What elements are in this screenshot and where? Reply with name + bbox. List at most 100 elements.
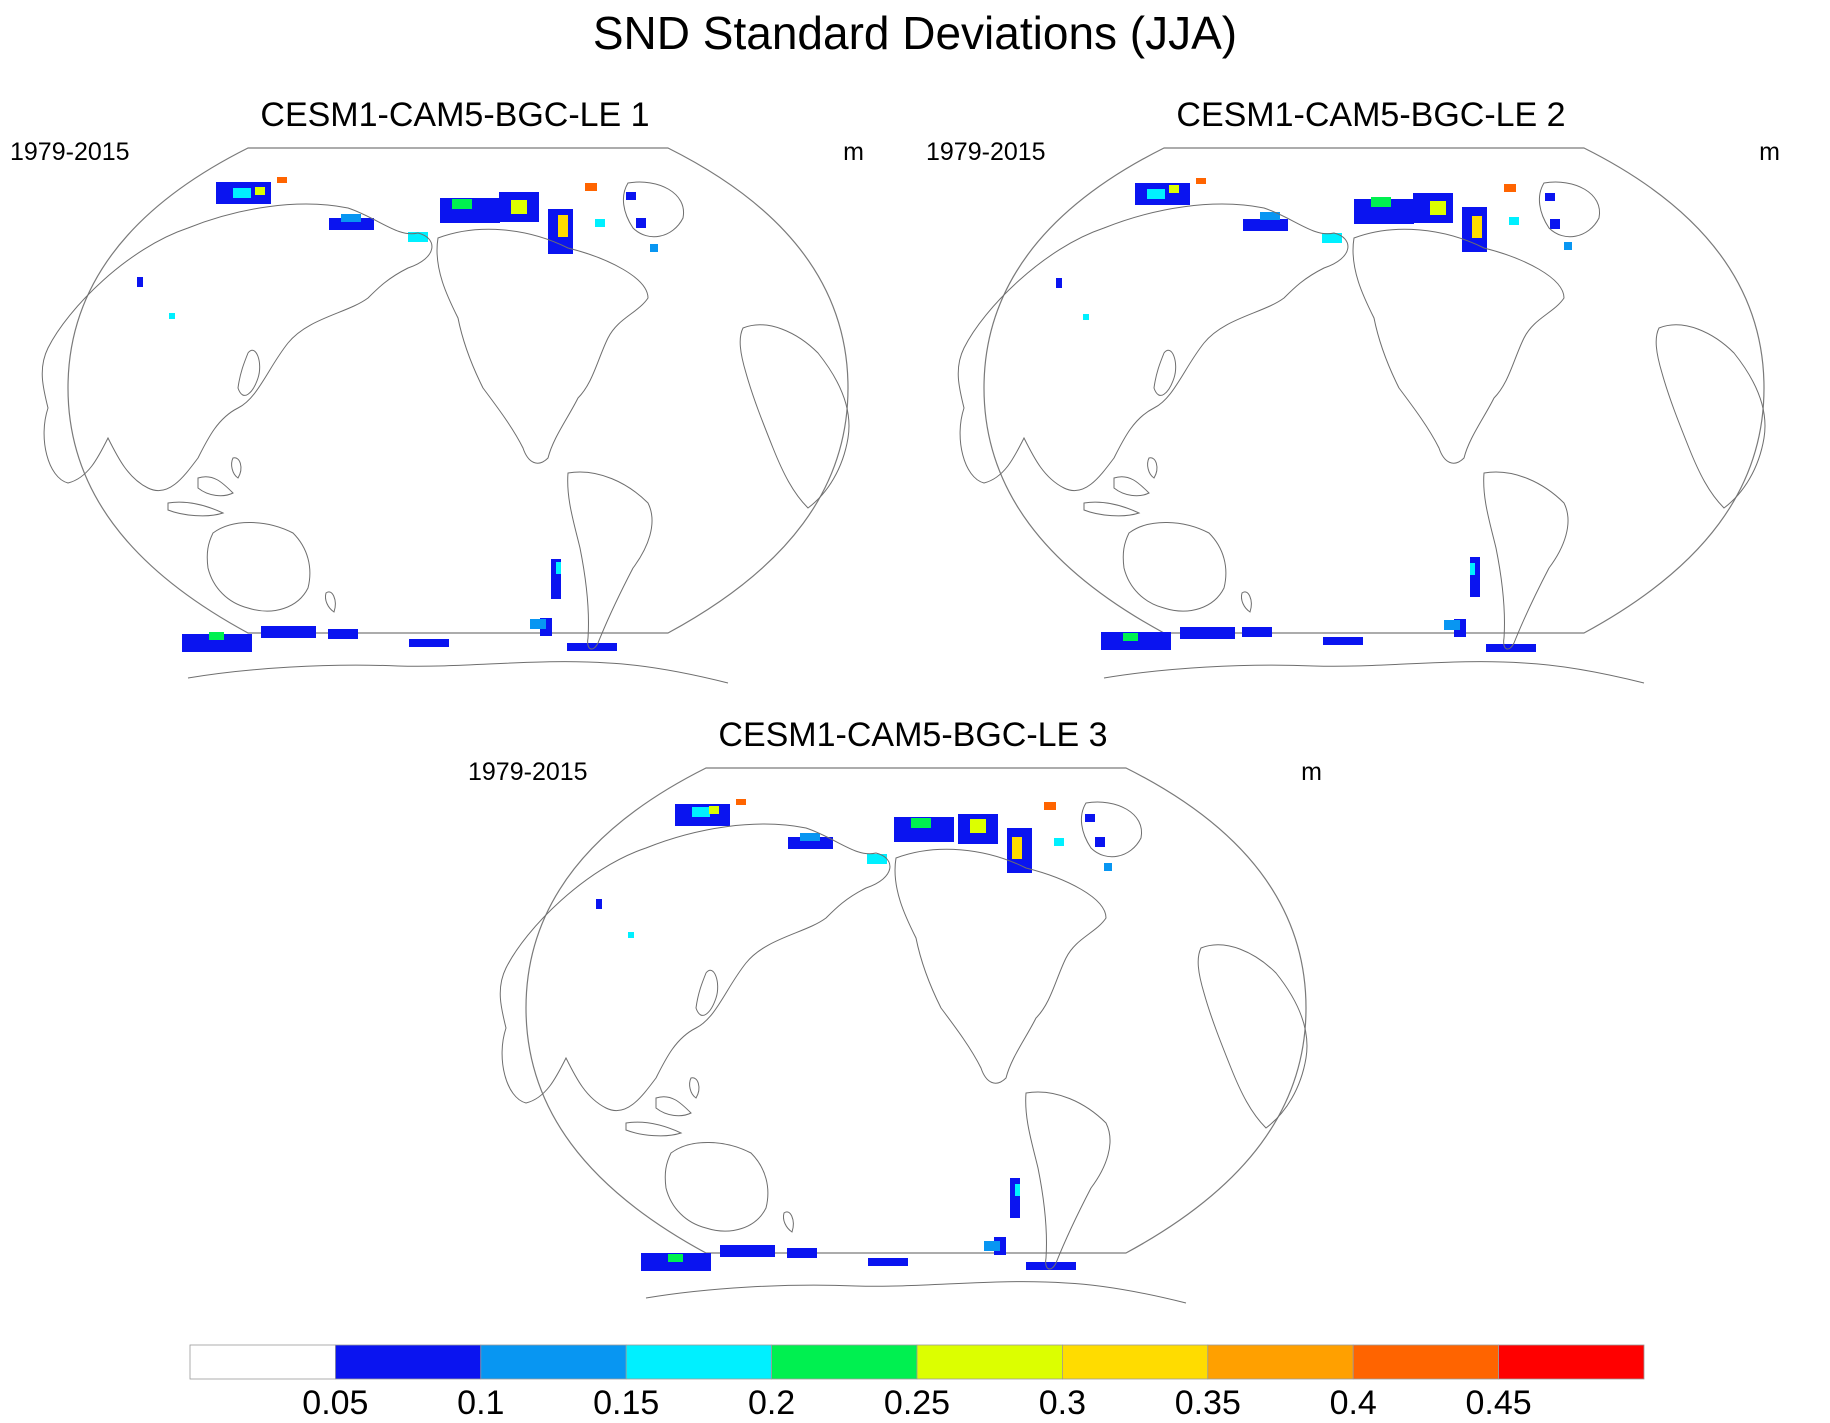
colorbar-tick-label: 0.1 <box>457 1384 504 1422</box>
snow-std-cell <box>1196 178 1206 184</box>
snow-std-cell <box>1545 193 1555 201</box>
coastline <box>325 591 336 613</box>
coastline <box>1538 181 1600 238</box>
panel-title: CESM1-CAM5-BGC-LE 1 <box>260 96 650 134</box>
snow-std-cell <box>1054 838 1064 846</box>
period-label: 1979-2015 <box>926 138 1046 166</box>
colorbar-box <box>1352 1344 1499 1380</box>
colorbar-box <box>771 1344 918 1380</box>
snow-std-cell <box>1243 219 1288 231</box>
snow-std-cell <box>1242 627 1272 637</box>
coastline <box>499 823 891 1112</box>
coastline <box>645 1281 1187 1304</box>
panel-title: CESM1-CAM5-BGC-LE 2 <box>1176 96 1566 134</box>
snow-std-cell <box>1472 216 1482 238</box>
snow-std-cell <box>1470 557 1480 597</box>
colorbar-box <box>189 1344 336 1380</box>
snow-std-cell <box>1085 814 1095 822</box>
snow-std-cell <box>408 232 428 242</box>
coastline <box>689 1077 700 1099</box>
coastline <box>567 471 653 650</box>
snow-std-cell <box>868 1258 908 1266</box>
coastline <box>237 350 261 396</box>
snow-std-cell <box>329 218 374 230</box>
coastline <box>783 1211 794 1233</box>
snow-std-cell <box>182 634 252 652</box>
snow-std-cell <box>255 187 265 195</box>
snow-std-cell <box>1504 184 1516 192</box>
snow-std-cell <box>626 192 636 200</box>
snow-std-cell <box>650 244 658 252</box>
snow-std-cell <box>209 632 224 640</box>
snow-std-cell <box>1323 637 1363 645</box>
coastline <box>1197 944 1308 1129</box>
period-label: 1979-2015 <box>468 758 588 786</box>
coastline <box>622 181 684 238</box>
snow-std-cell <box>137 277 143 287</box>
snow-std-cell <box>1095 837 1105 847</box>
colorbar-tick-label: 0.45 <box>1466 1384 1532 1422</box>
coastline <box>206 522 311 612</box>
coastline <box>187 661 729 684</box>
snow-std-cell <box>709 806 719 814</box>
colorbar-box <box>334 1344 482 1380</box>
snow-std-cell <box>1509 217 1519 225</box>
colorbar-box <box>480 1344 627 1380</box>
snow-std-cell <box>511 200 527 214</box>
map-plot <box>499 767 1308 1304</box>
coastline <box>1080 801 1142 858</box>
snow-std-cell <box>1169 185 1179 193</box>
snow-std-cell <box>558 215 568 237</box>
snow-std-cell <box>984 1241 1000 1251</box>
snow-std-cell <box>1180 627 1235 639</box>
coastline <box>1352 228 1565 464</box>
coastline <box>1241 591 1252 613</box>
map-plot <box>41 147 850 684</box>
colorbar-tick-label: 0.3 <box>1039 1384 1086 1422</box>
coastline <box>197 476 234 497</box>
snow-std-cell <box>328 629 358 639</box>
snow-std-cell <box>1056 278 1062 288</box>
map-panel-3: CESM1-CAM5-BGC-LE 3 1979-2015 m <box>458 716 1368 1304</box>
map-panel-1: CESM1-CAM5-BGC-LE 1 1979-2015 m <box>0 96 910 684</box>
snow-std-cell <box>628 932 634 938</box>
colorbar-tick-label: 0.35 <box>1175 1384 1241 1422</box>
coastline <box>167 501 225 517</box>
snow-std-cell <box>1083 314 1089 320</box>
coastline <box>695 970 719 1016</box>
colorbar-box <box>916 1344 1063 1380</box>
snow-std-cell <box>233 188 251 198</box>
colorbar-labels: 0.05 0.1 0.15 0.2 0.25 0.3 0.35 0.4 0.45 <box>302 1384 1531 1422</box>
colorbar-tick-label: 0.15 <box>593 1384 659 1422</box>
snow-std-cell <box>567 643 617 651</box>
map-boundary <box>525 767 1307 1254</box>
snow-std-cell <box>530 619 546 629</box>
snow-std-cell <box>1010 1178 1020 1218</box>
snow-std-cell <box>911 818 931 828</box>
map-panel-2: CESM1-CAM5-BGC-LE 2 1979-2015 m <box>916 96 1826 684</box>
colorbar-box <box>625 1344 773 1380</box>
snow-std-cell <box>736 799 746 805</box>
period-label: 1979-2015 <box>10 138 130 166</box>
snow-std-cell <box>1104 863 1112 871</box>
snow-std-cell <box>596 899 602 909</box>
snow-std-cell <box>1044 802 1056 810</box>
coastline <box>1483 471 1569 650</box>
snow-std-cell <box>452 199 472 209</box>
coastline <box>436 228 649 464</box>
coastline <box>894 848 1107 1084</box>
colorbar-tick-label: 0.2 <box>748 1384 795 1422</box>
snow-std-cell <box>1026 1262 1076 1270</box>
snow-std-cell <box>1371 197 1391 207</box>
snow-std-cell <box>787 1248 817 1258</box>
snow-std-cell <box>341 214 361 222</box>
snow-std-cell <box>261 626 316 638</box>
snow-std-cell <box>1550 219 1560 229</box>
coastline <box>664 1142 769 1232</box>
snow-std-cell <box>1123 633 1138 641</box>
coastline <box>1103 661 1645 684</box>
snow-std-cell <box>1147 189 1165 199</box>
snow-std-cell <box>1470 563 1475 575</box>
coastline <box>41 203 433 492</box>
colorbar-boxes <box>189 1344 1645 1380</box>
